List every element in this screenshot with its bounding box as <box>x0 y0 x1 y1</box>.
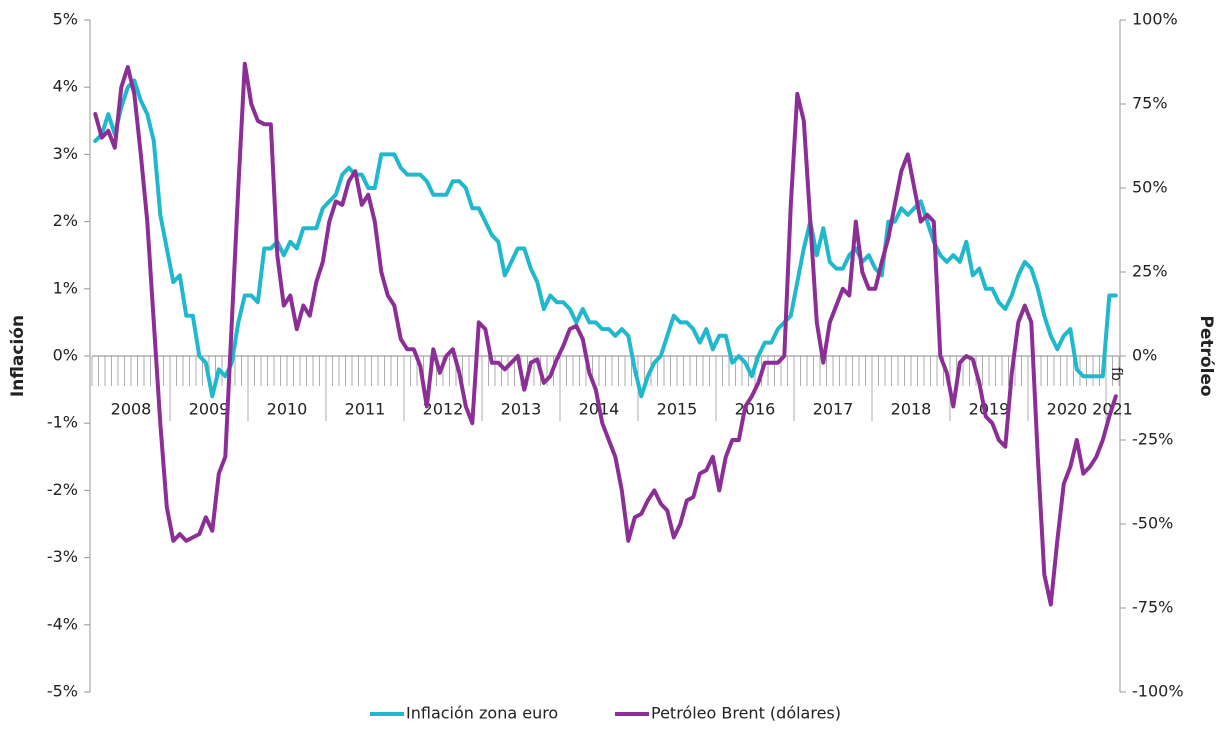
y-tick-label: -3% <box>47 547 78 566</box>
year-label: 2010 <box>267 400 308 419</box>
year-label: 2016 <box>735 400 776 419</box>
year-label: 2009 <box>189 400 230 419</box>
year-label: 2008 <box>111 400 152 419</box>
y2-tick-label: -100% <box>1132 682 1184 701</box>
series-line <box>93 78 1118 399</box>
year-label: 2020 <box>1047 400 1088 419</box>
y2-tick-label: 75% <box>1132 94 1168 113</box>
y2-tick-label: 50% <box>1132 178 1168 197</box>
y-tick-label: -2% <box>47 480 78 499</box>
series-line <box>93 61 1118 607</box>
y-tick-label: 1% <box>53 278 78 297</box>
year-label: 2017 <box>813 400 854 419</box>
year-label: 2019 <box>969 400 1010 419</box>
year-label: 2012 <box>423 400 464 419</box>
y-tick-label: 4% <box>53 77 78 96</box>
y2-tick-label: -50% <box>1132 514 1173 533</box>
year-label: 2011 <box>345 400 386 419</box>
year-label: 2013 <box>501 400 542 419</box>
y-tick-label: -4% <box>47 614 78 633</box>
x-tick-label: fb <box>1108 367 1124 381</box>
y-tick-label: 2% <box>53 211 78 230</box>
y2-tick-label: -75% <box>1132 598 1173 617</box>
y-tick-label: 5% <box>53 10 78 29</box>
y-tick-label: 3% <box>53 144 78 163</box>
y-axis-title: Inflación <box>8 315 28 397</box>
y2-tick-label: -25% <box>1132 430 1173 449</box>
y2-axis-title: Petróleo <box>1196 315 1216 396</box>
y2-tick-label: 0% <box>1132 346 1157 365</box>
year-label: 2018 <box>891 400 932 419</box>
year-label: 2015 <box>657 400 698 419</box>
y-tick-label: -1% <box>47 413 78 432</box>
y2-tick-label: 25% <box>1132 262 1168 281</box>
y-tick-label: 0% <box>53 346 78 365</box>
legend-label: Petróleo Brent (dólares) <box>651 704 841 723</box>
y-tick-label: -5% <box>47 682 78 701</box>
legend-label: Inflación zona euro <box>406 704 558 723</box>
y2-tick-label: 100% <box>1132 10 1178 29</box>
